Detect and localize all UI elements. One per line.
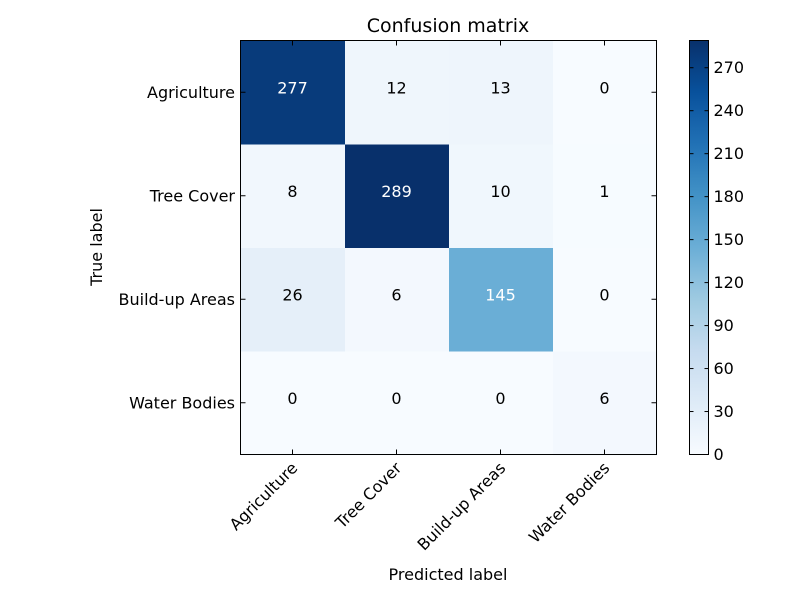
heatmap-cell: [449, 144, 554, 249]
heatmap-cell: [345, 41, 450, 145]
colorbar-tick-label: 120: [714, 273, 745, 292]
cell-value-label: 277: [277, 78, 308, 97]
heatmap-cell: [241, 144, 346, 249]
heatmap-cell: [241, 41, 346, 145]
y-tick-label: Tree Cover: [149, 186, 236, 205]
heatmap-cell-labels: 277 12 13 0 8 289 10 1 26 6 145 0 0 0 0 6: [277, 78, 609, 408]
cell-value-label: 145: [485, 285, 516, 304]
colorbar: 0 30 60 90 120 150 180 210 240 270: [689, 40, 745, 464]
x-tick-label: Tree Cover: [331, 458, 406, 533]
heatmap-cell: [553, 41, 658, 145]
chart-title: Confusion matrix: [367, 15, 529, 37]
y-tick-label: Water Bodies: [129, 393, 235, 412]
heatmap-cell: [449, 41, 554, 145]
colorbar-tick-label: 60: [714, 359, 734, 378]
colorbar-tick-label: 180: [714, 187, 745, 206]
cell-value-label: 6: [391, 285, 401, 304]
colorbar-tick-label: 150: [714, 230, 745, 249]
heatmap-cell: [345, 248, 450, 352]
cell-value-label: 12: [386, 78, 406, 97]
colorbar-tick-label: 270: [714, 58, 745, 77]
heatmap-cell: [553, 351, 658, 456]
plot-frame: [240, 40, 657, 455]
colorbar-tick-label: 210: [714, 144, 745, 163]
x-tick-label: Build-up Areas: [414, 458, 510, 554]
colorbar-tick-label: 90: [714, 316, 734, 335]
x-axis-title: Predicted label: [389, 565, 508, 584]
cell-value-label: 10: [490, 182, 510, 201]
colorbar-tick-label: 0: [714, 445, 724, 464]
colorbar-tick-label: 30: [714, 402, 734, 421]
heatmap-cell: [449, 351, 554, 456]
cell-value-label: 1: [599, 182, 609, 201]
heatmap-cell: [553, 248, 658, 352]
colorbar-gradient: [689, 40, 709, 455]
cell-value-label: 6: [599, 389, 609, 408]
x-tick-label: Water Bodies: [525, 458, 613, 546]
y-tick-label: Build-up Areas: [119, 290, 235, 309]
y-axis-ticks: Agriculture Tree Cover Build-up Areas Water…: [119, 83, 657, 412]
y-tick-label: Agriculture: [147, 83, 235, 102]
heatmap-cell: [345, 351, 450, 456]
heatmap-cell: [241, 248, 346, 352]
cell-value-label: 13: [490, 78, 510, 97]
cell-value-label: 0: [391, 389, 401, 408]
y-axis-title: True label: [87, 208, 106, 287]
cell-value-label: 0: [599, 285, 609, 304]
heatmap-cell: [553, 144, 658, 249]
cell-value-label: 26: [282, 285, 302, 304]
heatmap-cell: [241, 351, 346, 456]
colorbar-ticks: 0 30 60 90 120 150 180 210 240 270: [689, 58, 745, 464]
colorbar-tick-label: 240: [714, 101, 745, 120]
cell-value-label: 0: [599, 78, 609, 97]
x-tick-label: Agriculture: [226, 458, 302, 534]
cell-value-label: 0: [287, 389, 297, 408]
heatmap-cell: [449, 248, 554, 352]
heatmap-cell: [345, 144, 450, 249]
cell-value-label: 0: [495, 389, 505, 408]
heatmap-cells: [241, 41, 658, 456]
cell-value-label: 8: [287, 182, 297, 201]
cell-value-label: 289: [381, 182, 412, 201]
